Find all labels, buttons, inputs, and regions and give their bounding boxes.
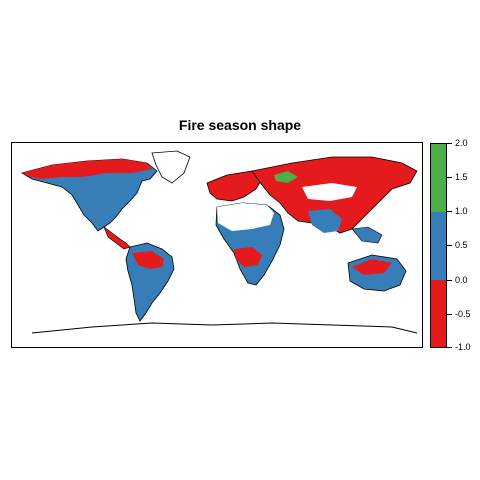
legend-tick (447, 245, 452, 246)
south-asia-blue (308, 209, 342, 233)
south-america-red-zone (132, 251, 164, 269)
legend-tick (447, 347, 452, 348)
legend-band-high (431, 144, 446, 212)
legend-tick-label: 2.0 (455, 138, 468, 148)
australia-red-zone (352, 259, 392, 275)
legend-tick-label: 0.5 (455, 240, 468, 250)
legend-band-low (431, 280, 446, 347)
central-asia-desert (302, 183, 357, 201)
color-legend (430, 143, 447, 348)
southeast-asia (351, 226, 383, 244)
legend-tick-label: -0.5 (455, 309, 471, 319)
greenland (151, 150, 191, 184)
legend-tick (447, 280, 452, 281)
africa-red-zone (234, 247, 262, 267)
legend-tick-label: 0.0 (455, 275, 468, 285)
legend-tick (447, 177, 452, 178)
world-map-canvas (20, 150, 418, 334)
central-america (103, 226, 131, 250)
legend-tick (447, 211, 452, 212)
europe-landmass (206, 170, 263, 202)
map-title: Fire season shape (178, 117, 302, 133)
antarctica-outline (31, 322, 418, 334)
asia-green-zone (274, 171, 298, 183)
world-map (11, 142, 423, 348)
legend-tick-label: 1.0 (455, 206, 468, 216)
legend-tick (447, 314, 452, 315)
legend-tick (447, 143, 452, 144)
legend-band-mid (431, 212, 446, 280)
legend-tick-label: 1.5 (455, 172, 468, 182)
north-america-red-zone (22, 159, 152, 179)
sahara-desert (217, 203, 274, 231)
legend-tick-label: -1.0 (455, 342, 471, 352)
